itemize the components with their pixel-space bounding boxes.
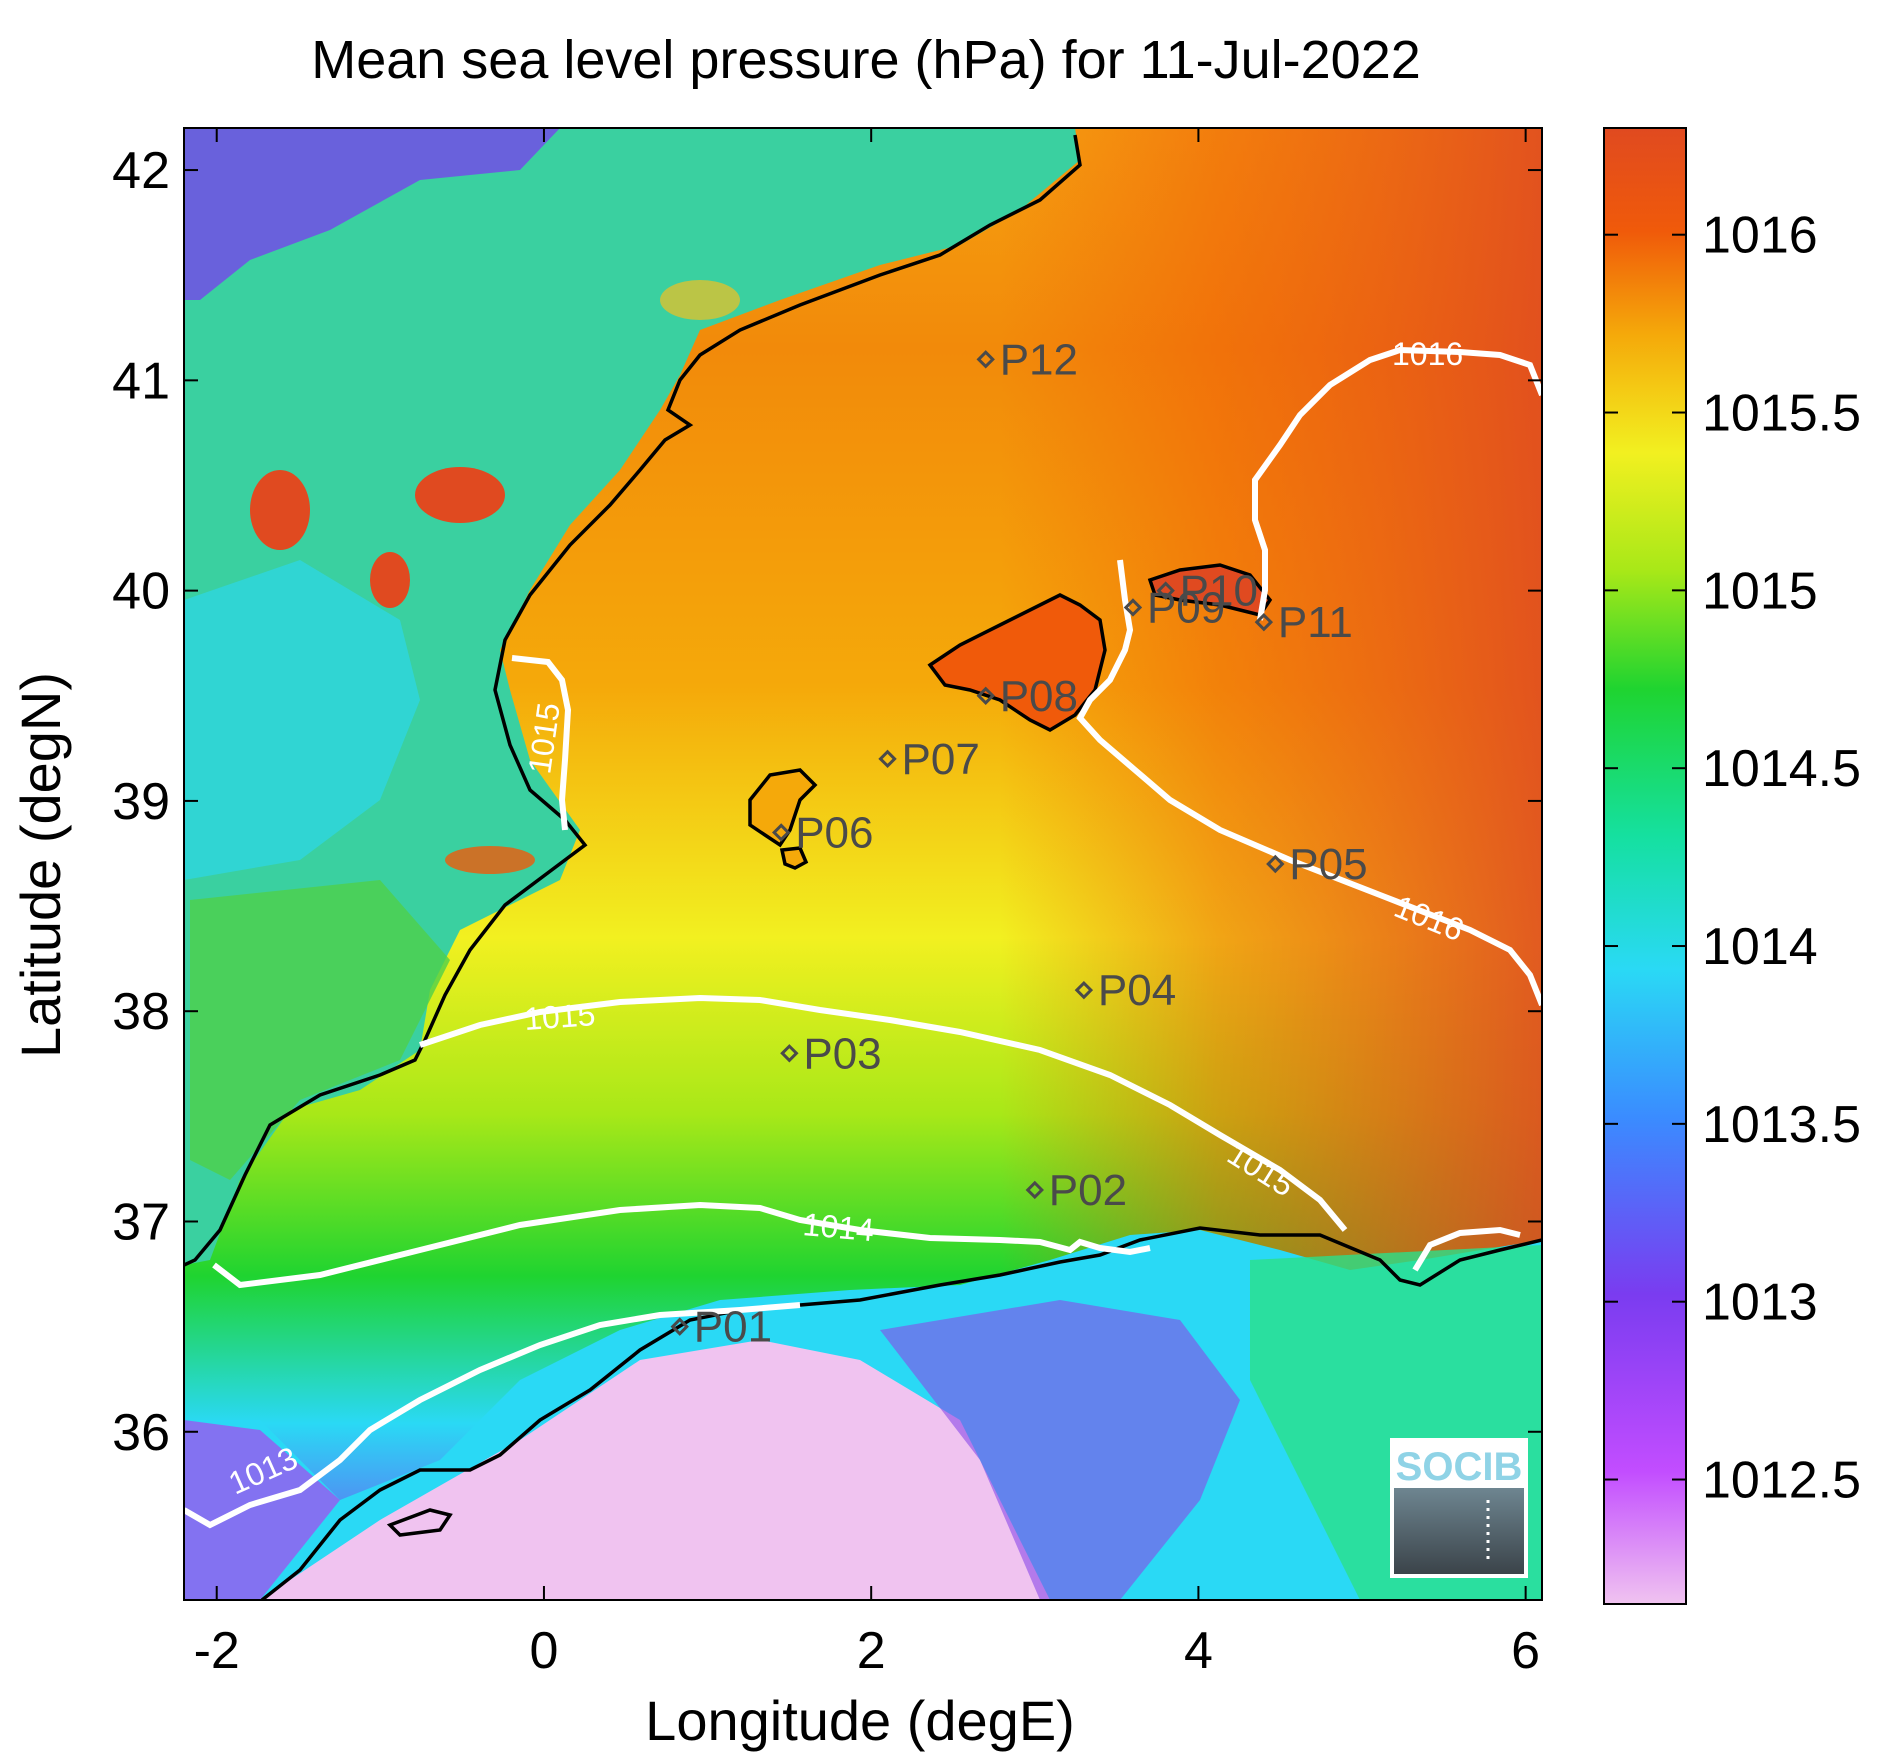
mallorca-island: [927, 593, 1107, 732]
y-tick-label: 39: [112, 773, 170, 831]
station-p04: P04: [1074, 966, 1176, 1015]
station-marker: [1156, 581, 1175, 600]
y-tick-label: 37: [112, 1193, 170, 1251]
station-p02: P02: [1025, 1166, 1127, 1215]
iberia-coastline: [184, 134, 1082, 1267]
station-p10: P10: [1156, 567, 1258, 616]
station-p06: P06: [772, 808, 873, 857]
colorbar-label: 1015.5: [1702, 385, 1861, 443]
station-p11: P11: [1254, 598, 1353, 647]
contour-1015c: [1412, 1226, 1521, 1272]
colorbar-label: 1013.5: [1702, 1096, 1861, 1154]
station-marker: [878, 749, 897, 769]
station-label: P08: [1000, 672, 1078, 721]
station-label: P04: [1098, 966, 1176, 1015]
station-marker: [1123, 598, 1143, 617]
station-marker: [780, 1044, 799, 1063]
station-marker: [670, 1317, 689, 1336]
station-p08: P08: [976, 672, 1078, 721]
station-label: P10: [1180, 567, 1258, 616]
y-tick-label: 38: [112, 983, 170, 1041]
station-marker: [976, 686, 995, 705]
y-tick-label: 40: [112, 563, 170, 621]
station-label: P11: [1278, 598, 1353, 647]
logo-text: SOCIB: [1396, 1445, 1523, 1489]
station-label: P06: [795, 808, 873, 857]
colorbar-label: 1013: [1702, 1274, 1818, 1332]
colorbar-ticks: 1016 1015.5 1015 1014.5 1014 1013.5 1013 1012.5: [1604, 207, 1861, 1510]
station-p07: P07: [878, 735, 980, 784]
colorbar-label: 1014.5: [1702, 740, 1861, 798]
contour-1014: [212, 1201, 1151, 1289]
x-axis-label: Longitude (degE): [645, 1689, 1075, 1752]
x-tick-label: 6: [1511, 1622, 1540, 1680]
iberia-cyan: [184, 560, 420, 880]
y-tick-label: 41: [112, 352, 170, 410]
colorbar: [1603, 127, 1687, 1605]
contour-1016a: [1252, 346, 1542, 621]
highland-4: [445, 846, 535, 874]
ibiza-island: [748, 768, 818, 848]
y-axis: 42 41 40 39 38 37 36: [112, 142, 1542, 1462]
highland-1: [250, 470, 310, 550]
station-label: P12: [1000, 335, 1078, 384]
colorbar-label: 1014: [1702, 918, 1818, 976]
x-axis: -2 0 2 4 6: [194, 128, 1540, 1680]
station-label: P03: [803, 1029, 881, 1078]
station-marker: [1025, 1180, 1044, 1200]
contour-1013: [184, 1302, 801, 1529]
station-marker: [1266, 854, 1285, 874]
contour-label-1016a: 1016: [1392, 336, 1463, 372]
highland-3: [370, 552, 410, 608]
station-marker: [1074, 980, 1094, 1000]
x-tick-label: 0: [529, 1622, 558, 1680]
station-marker: [976, 350, 995, 369]
contour-1016b: [1076, 559, 1542, 1007]
contour-label-1015a: 1015: [523, 996, 597, 1037]
map-panel: 1013 1014 1015 1015 1015 1016 1016 P01P0…: [184, 128, 1542, 1600]
station-p05: P05: [1266, 840, 1368, 889]
station-marker: [772, 823, 791, 842]
colorbar-label: 1012.5: [1702, 1452, 1861, 1510]
x-tick-label: -2: [194, 1622, 240, 1680]
station-p01: P01: [670, 1303, 772, 1352]
y-tick-label: 42: [112, 142, 170, 200]
contour-1015b: [511, 655, 572, 831]
station-label: P05: [1289, 840, 1367, 889]
y-tick-label: 36: [112, 1404, 170, 1462]
station-label: P02: [1049, 1166, 1127, 1215]
x-tick-label: 4: [1184, 1622, 1213, 1680]
highland-2: [415, 467, 505, 523]
station-label: P07: [902, 735, 980, 784]
station-p12: P12: [976, 335, 1078, 384]
africa-coastline: [260, 1226, 1542, 1600]
africa-pink: [260, 1340, 1050, 1600]
formentera-island: [779, 846, 809, 870]
chart-title: Mean sea level pressure (hPa) for 11-Jul…: [311, 30, 1421, 90]
colorbar-label: 1016: [1702, 207, 1818, 265]
y-axis-label: Latitude (degN): [9, 672, 72, 1058]
iberia-highs: [184, 128, 560, 300]
station-p03: P03: [780, 1029, 882, 1078]
contour-label-1014: 1014: [801, 1206, 875, 1248]
south-sea-purple: [184, 1420, 340, 1600]
highland-5: [660, 280, 740, 320]
socib-logo: SOCIB: [1390, 1438, 1528, 1578]
africa-purple: [880, 1300, 1240, 1600]
alboran-island: [386, 1508, 453, 1537]
station-marker: [1254, 612, 1274, 632]
iberia-green: [190, 880, 450, 1180]
station-label: P01: [694, 1303, 772, 1352]
colorbar-label: 1015: [1702, 562, 1818, 620]
contour-1015a: [419, 994, 1348, 1232]
x-tick-label: 2: [857, 1622, 886, 1680]
map-frame: [183, 127, 1543, 1601]
